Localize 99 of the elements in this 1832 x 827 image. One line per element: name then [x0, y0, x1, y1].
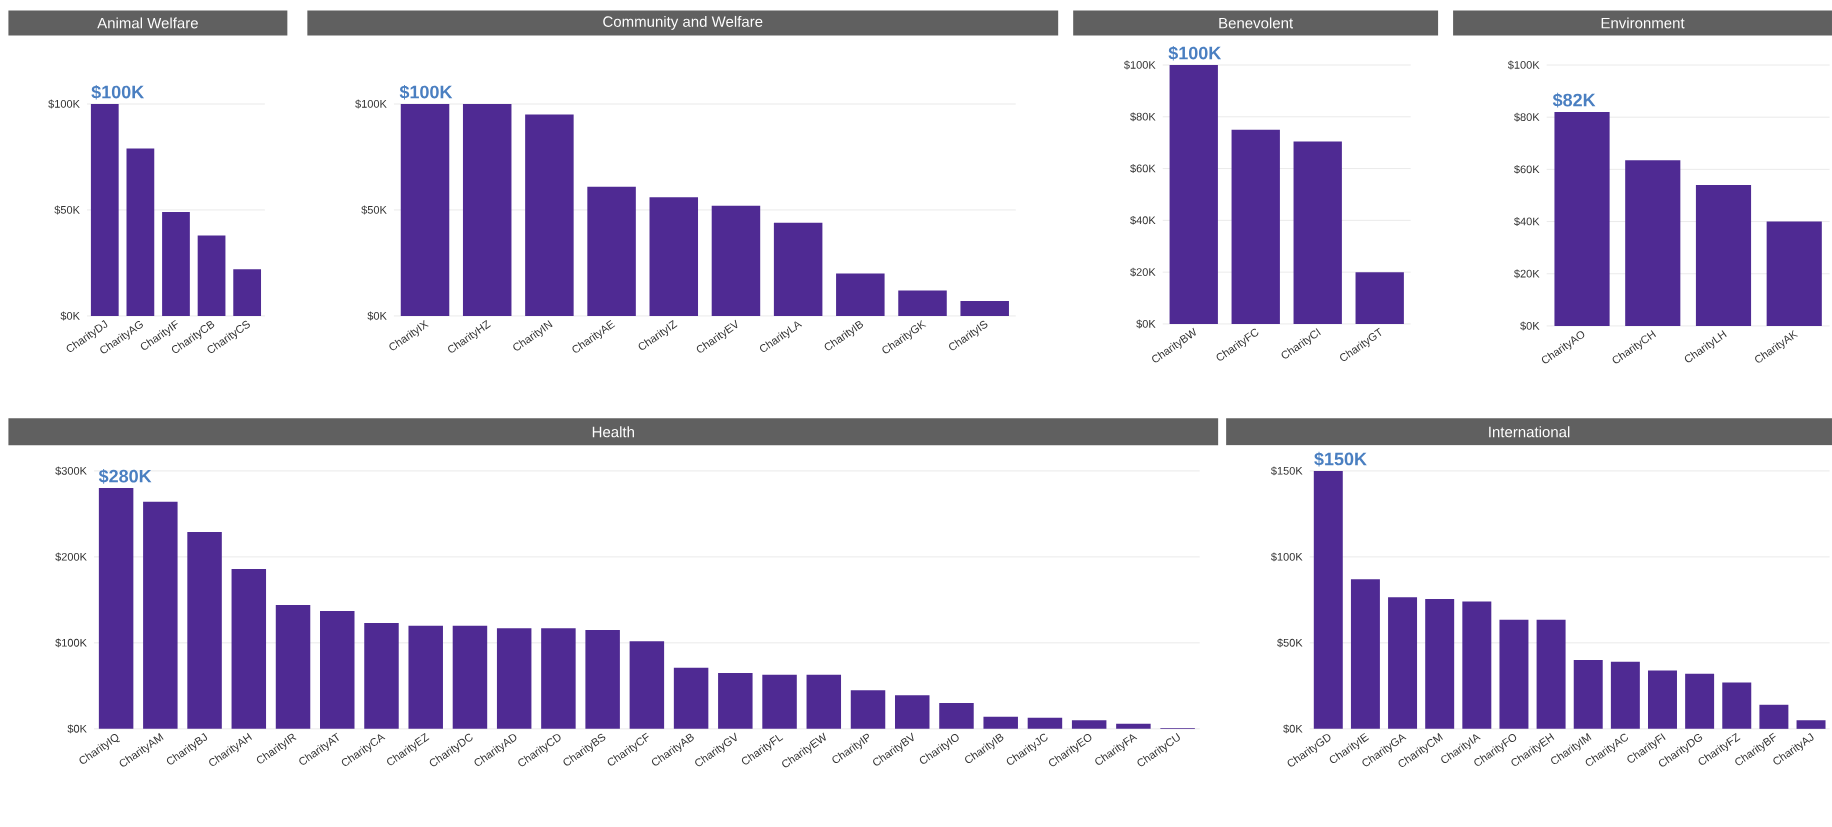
- bar: [806, 674, 842, 729]
- y-tick-label: $60K: [1130, 164, 1156, 174]
- bar: [452, 625, 488, 729]
- bar: [408, 625, 443, 729]
- chart-title: Community and Welfare: [603, 16, 763, 30]
- bar: [587, 186, 636, 317]
- bar: [400, 104, 450, 317]
- bar: [1685, 673, 1715, 729]
- bar: [673, 667, 709, 729]
- bar: [898, 290, 947, 317]
- bar: [711, 205, 761, 317]
- bar: [629, 641, 665, 729]
- data-label: $100K: [399, 84, 453, 100]
- bar: [1573, 660, 1603, 729]
- bar: [773, 222, 823, 317]
- bar: [1722, 682, 1752, 729]
- bar: [1499, 619, 1529, 729]
- data-label: $150K: [1314, 451, 1367, 467]
- bar: [1796, 720, 1826, 729]
- y-tick-label: $300K: [55, 466, 87, 476]
- y-tick-label: $80K: [1514, 112, 1540, 122]
- data-label: $100K: [1168, 46, 1222, 61]
- bar: [462, 104, 512, 317]
- bar: [90, 104, 119, 317]
- bar: [143, 501, 178, 729]
- bar: [231, 569, 267, 729]
- bar: [197, 235, 226, 317]
- bar: [1759, 704, 1789, 729]
- bar: [1293, 141, 1342, 325]
- bar: [718, 673, 753, 729]
- y-tick-label: $50K: [54, 205, 80, 215]
- bar: [1610, 661, 1640, 729]
- data-label: $100K: [91, 84, 145, 100]
- y-tick-label: $50K: [361, 205, 387, 215]
- bar: [1169, 65, 1218, 325]
- chart-title: Environment: [1601, 17, 1685, 29]
- bar: [320, 611, 355, 729]
- y-tick-label: $0K: [60, 311, 80, 321]
- bar: [496, 628, 532, 729]
- bar: [1388, 597, 1418, 729]
- bar: [850, 690, 886, 729]
- bar: [585, 630, 620, 729]
- chart-title: Health: [592, 426, 634, 438]
- bar: [1462, 601, 1492, 729]
- bar: [525, 114, 574, 317]
- bar: [541, 628, 576, 729]
- y-tick-label: $20K: [1130, 267, 1156, 277]
- bar: [162, 212, 190, 317]
- y-tick-label: $40K: [1514, 217, 1540, 227]
- y-tick-label: $100K: [1270, 552, 1303, 562]
- data-label: $82K: [1552, 92, 1596, 108]
- chart-title: Benevolent: [1219, 17, 1294, 29]
- data-label: $280K: [98, 469, 152, 484]
- y-tick-label: $60K: [1514, 165, 1540, 174]
- bar: [1355, 272, 1404, 325]
- bar: [1116, 723, 1151, 729]
- y-tick-label: $80K: [1130, 112, 1156, 122]
- bar: [1350, 579, 1380, 729]
- bar: [1766, 221, 1822, 327]
- y-tick-label: $0K: [1520, 321, 1540, 331]
- bar: [275, 605, 311, 729]
- bar: [983, 716, 1018, 729]
- y-tick-label: $150K: [1270, 466, 1303, 476]
- bar: [649, 197, 699, 317]
- y-tick-label: $40K: [1130, 215, 1156, 225]
- y-tick-label: $100K: [55, 638, 87, 648]
- y-tick-label: $0K: [1283, 724, 1303, 734]
- y-tick-label: $0K: [367, 311, 387, 321]
- bar: [233, 269, 262, 317]
- bar: [187, 532, 222, 729]
- y-tick-label: $200K: [55, 552, 87, 562]
- y-tick-label: $100K: [1507, 60, 1540, 70]
- bar: [895, 695, 930, 729]
- y-tick-label: $20K: [1514, 269, 1540, 279]
- y-tick-label: $100K: [1124, 60, 1156, 70]
- bar: [939, 703, 974, 729]
- bar: [1536, 619, 1566, 729]
- bar: [1648, 670, 1677, 729]
- chart-title: International: [1489, 426, 1570, 438]
- y-tick-label: $0K: [67, 724, 87, 734]
- y-tick-label: $0K: [1136, 319, 1156, 329]
- bar: [1231, 129, 1280, 325]
- bar: [1071, 720, 1107, 729]
- bar: [126, 148, 155, 317]
- bar: [1554, 112, 1610, 327]
- bar: [1695, 185, 1752, 327]
- bar: [762, 674, 797, 729]
- y-tick-label: $100K: [355, 99, 387, 109]
- bar: [1027, 717, 1063, 729]
- y-tick-label: $100K: [48, 99, 80, 109]
- chart-title: Animal Welfare: [97, 17, 198, 29]
- bar: [98, 488, 134, 729]
- bar: [960, 301, 1009, 317]
- bar: [1625, 160, 1681, 327]
- bar: [1425, 599, 1455, 729]
- bar: [1313, 471, 1343, 729]
- bar: [836, 273, 885, 317]
- y-tick-label: $50K: [1277, 638, 1303, 648]
- bar: [364, 623, 399, 729]
